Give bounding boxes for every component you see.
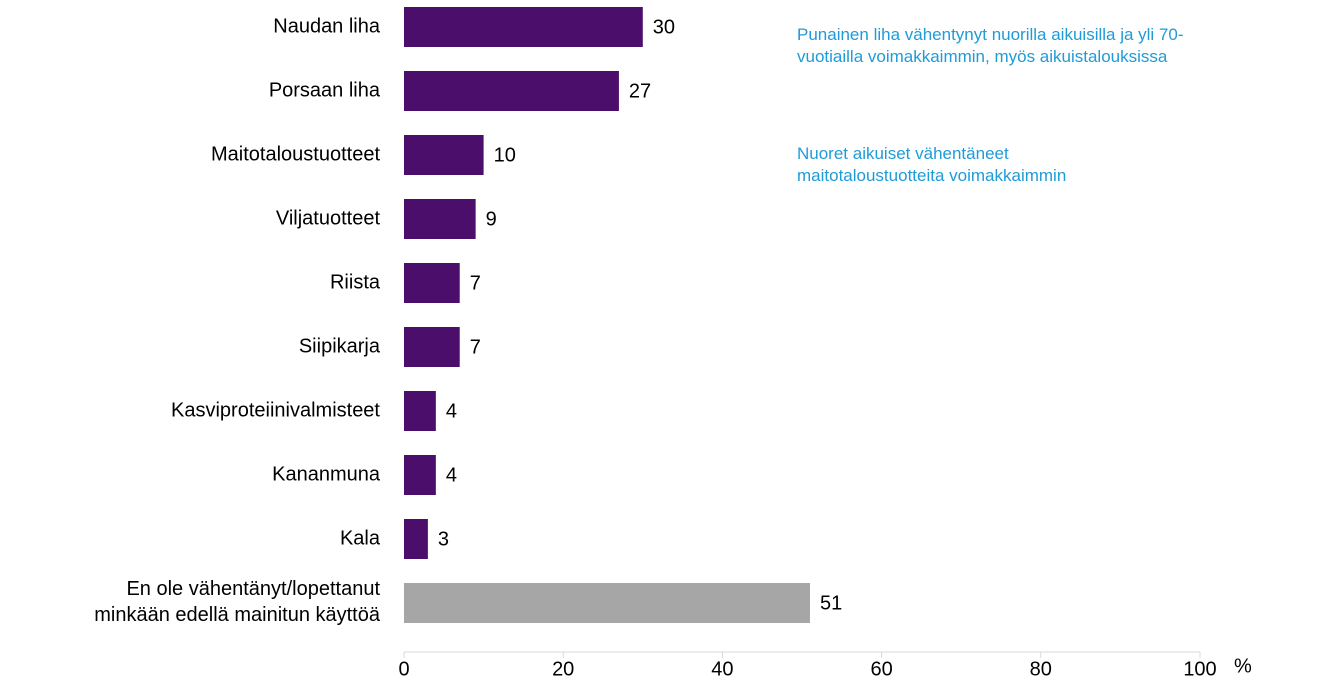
x-tick-label: 20 [552,658,574,680]
bar [404,391,436,431]
value-label: 10 [494,144,516,166]
category-label: Maitotaloustuotteet [211,143,380,165]
x-tick-label: 100 [1183,658,1216,680]
x-tick-label: 40 [711,658,733,680]
category-label: Kasviproteiinivalmisteet [171,399,380,421]
category-label: Riista [330,271,381,293]
category-label: Siipikarja [299,335,381,357]
x-tick-label: 0 [398,658,409,680]
value-label: 4 [446,400,457,422]
value-label: 7 [470,336,481,358]
bar [404,519,428,559]
category-label: En ole vähentänyt/lopettanut minkään edel… [94,578,381,626]
x-axis-label: % [1234,655,1252,677]
bar [404,327,460,367]
x-tick-label: 80 [1030,658,1052,680]
category-label: Porsaan liha [269,79,381,101]
value-label: 51 [820,592,842,614]
bar [404,583,810,623]
value-label: 27 [629,80,651,102]
category-label: Kala [340,527,381,549]
bar [404,71,619,111]
category-label: Kananmuna [272,463,381,485]
annotation: Punainen liha vähentynyt nuorilla aikuis… [797,25,1184,66]
bar [404,263,460,303]
annotation: Nuoret aikuiset vähentäneet maitotaloustu… [797,144,1066,185]
category-label: Viljatuotteet [276,207,381,229]
category-label: Naudan liha [273,15,381,37]
value-label: 30 [653,16,675,38]
value-label: 4 [446,464,457,486]
bar [404,135,484,175]
value-label: 3 [438,528,449,550]
value-label: 7 [470,272,481,294]
bar [404,199,476,239]
bar [404,7,643,47]
value-label: 9 [486,208,497,230]
bar [404,455,436,495]
x-tick-label: 60 [870,658,892,680]
